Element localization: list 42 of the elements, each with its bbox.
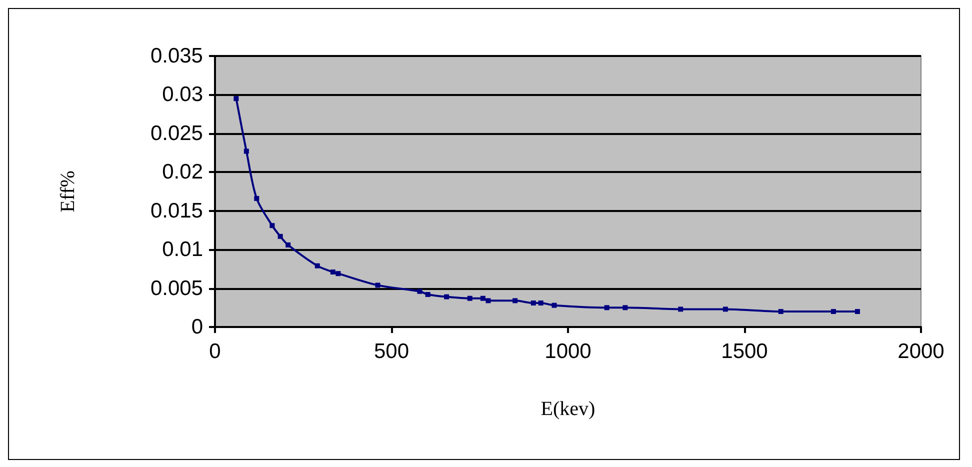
y-tick-label: 0.01 bbox=[162, 238, 203, 262]
point bbox=[336, 271, 341, 276]
point bbox=[425, 292, 430, 297]
point bbox=[278, 234, 283, 239]
point bbox=[375, 282, 380, 288]
point bbox=[622, 305, 628, 310]
y-tick-label: 0.03 bbox=[162, 83, 203, 106]
point bbox=[552, 302, 557, 308]
point bbox=[538, 300, 544, 306]
point bbox=[234, 96, 239, 102]
point bbox=[678, 306, 684, 312]
point bbox=[830, 309, 836, 314]
point bbox=[417, 288, 422, 294]
y-tick-label: 0.035 bbox=[150, 44, 203, 68]
x-tick-label: 1000 bbox=[544, 340, 592, 363]
y-tick-label: 0.005 bbox=[150, 276, 203, 300]
point bbox=[854, 309, 860, 314]
x-tick-label: 0 bbox=[209, 340, 221, 363]
point bbox=[467, 296, 472, 301]
point bbox=[530, 300, 536, 306]
point bbox=[286, 242, 291, 248]
y-tick-label: 0.015 bbox=[150, 199, 203, 222]
x-tick-label: 500 bbox=[374, 340, 410, 363]
x-tick-label: 2000 bbox=[898, 340, 944, 363]
y-tick-label: 0 bbox=[191, 316, 203, 338]
y-tick-label: 0.02 bbox=[162, 160, 203, 184]
point bbox=[444, 294, 450, 300]
point bbox=[486, 298, 491, 304]
y-axis-title: Eff% bbox=[57, 170, 79, 212]
point bbox=[270, 223, 275, 228]
point bbox=[480, 296, 486, 301]
point bbox=[778, 309, 784, 314]
x-tick-label: 1500 bbox=[721, 340, 768, 363]
point bbox=[314, 263, 320, 268]
point bbox=[512, 298, 518, 304]
point bbox=[722, 306, 728, 312]
y-tick-label: 0.025 bbox=[150, 122, 203, 145]
point bbox=[254, 196, 260, 201]
point bbox=[244, 148, 249, 154]
point bbox=[330, 270, 336, 275]
x-axis-title: E(kev) bbox=[540, 398, 596, 420]
point bbox=[604, 305, 610, 310]
